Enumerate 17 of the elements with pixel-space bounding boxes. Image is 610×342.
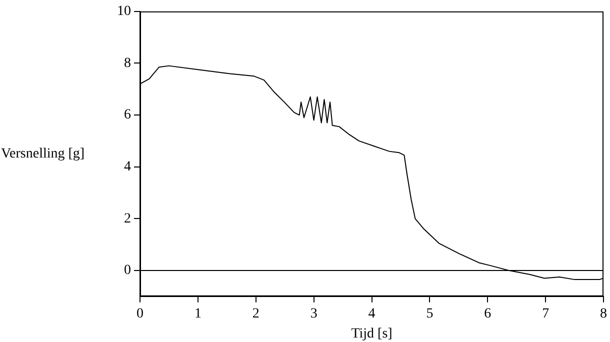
y-tick-label: 4	[124, 160, 131, 175]
y-tick-label: 2	[124, 211, 131, 226]
x-tick-label: 8	[600, 306, 607, 322]
x-tick-label: 6	[484, 306, 492, 322]
y-tick-label: 0	[124, 263, 131, 278]
x-tick-label: 1	[194, 306, 202, 322]
y-tick-label: 6	[124, 108, 131, 123]
y-tick-label: 8	[124, 56, 131, 71]
x-axis-title: Tijd [s]	[351, 326, 392, 342]
x-tick-label: 0	[136, 306, 144, 322]
x-tick-label: 7	[542, 306, 550, 322]
x-tick-label: 3	[310, 306, 318, 322]
x-tick-label: 2	[252, 306, 260, 322]
x-tick-label: 4	[368, 306, 376, 322]
y-axis-title: Versnelling [g]	[1, 146, 85, 162]
y-tick-label: 10	[117, 4, 131, 20]
x-tick-label: 5	[426, 306, 434, 322]
